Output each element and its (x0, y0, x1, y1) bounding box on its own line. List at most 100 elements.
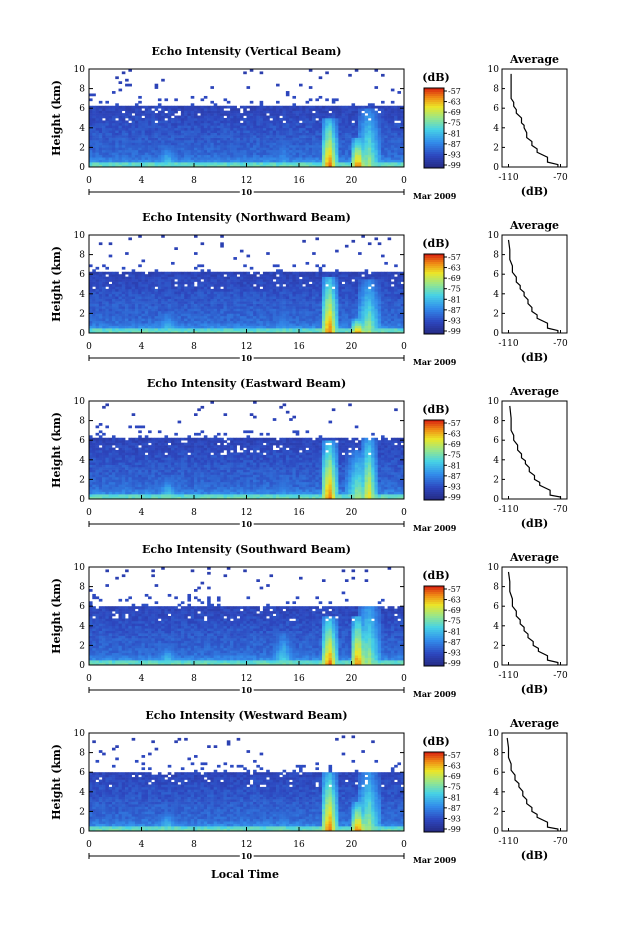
heatmap-cell (171, 313, 175, 316)
heatmap-cell (155, 145, 159, 148)
heatmap-cell (158, 103, 162, 106)
heatmap-cell (227, 318, 231, 321)
heatmap-cell (168, 279, 172, 282)
heatmap-cell (230, 162, 234, 165)
heatmap-cell (309, 130, 313, 133)
heatmap-cell (276, 311, 280, 314)
heatmap-cell (315, 289, 319, 292)
heatmap-cell (207, 269, 211, 272)
heatmap-cell (240, 150, 244, 153)
heatmap-cell (342, 318, 346, 321)
heatmap-cell (250, 125, 254, 128)
heatmap-cell (99, 311, 103, 314)
heatmap-cell (378, 294, 382, 297)
heatmap-cell (204, 113, 208, 116)
heatmap-cell (145, 123, 149, 126)
heatmap-cell (233, 135, 237, 138)
heatmap-cell (171, 106, 175, 109)
heatmap-cell (283, 272, 287, 275)
heatmap-cell (371, 118, 375, 121)
heatmap-cell (92, 140, 96, 143)
heatmap-cell (194, 118, 198, 121)
heatmap-cell (217, 299, 221, 302)
heatmap-cell (142, 150, 146, 153)
heatmap-cell (178, 328, 182, 331)
heatmap-cell (168, 155, 172, 158)
heatmap-cell (361, 150, 365, 153)
heatmap-cell (276, 326, 280, 329)
heatmap-cell (391, 301, 395, 304)
heatmap-cell (217, 145, 221, 148)
heatmap-cell (391, 143, 395, 146)
heatmap-cell (233, 277, 237, 280)
heatmap-cell (368, 106, 372, 109)
heatmap-cell (299, 326, 303, 329)
heatmap-cell (168, 152, 172, 155)
heatmap-cell (207, 328, 211, 331)
colorbar-segment (424, 96, 444, 98)
heatmap-cell (381, 140, 385, 143)
heatmap-cell (204, 152, 208, 155)
heatmap-cell (155, 128, 159, 131)
heatmap-cell (220, 289, 224, 292)
heatmap-cell (178, 277, 182, 280)
colorbar-segment (424, 104, 444, 106)
heatmap-cell (148, 150, 152, 153)
heatmap-cell (145, 296, 149, 299)
heatmap-cell (374, 321, 378, 324)
heatmap-cell (283, 309, 287, 312)
heatmap-cell (135, 284, 139, 287)
heatmap-cell (368, 279, 372, 282)
heatmap-cell (132, 269, 136, 272)
heatmap-cell (194, 133, 198, 136)
heatmap-cell (227, 277, 231, 280)
heatmap-cell (132, 318, 136, 321)
heatmap-cell (109, 118, 113, 121)
heatmap-cell (312, 299, 316, 302)
heatmap-cell (204, 328, 208, 331)
heatmap-cell (365, 318, 369, 321)
heatmap-cell (306, 155, 310, 158)
heatmap-cell (115, 321, 119, 324)
heatmap-cell (247, 272, 251, 275)
heatmap-cell (138, 306, 142, 309)
heatmap-cell (391, 123, 395, 126)
heatmap-cell (309, 274, 313, 277)
heatmap-cell (329, 147, 333, 150)
heatmap-cell (397, 316, 401, 319)
heatmap-cell (145, 294, 149, 297)
heatmap-cell (194, 106, 198, 109)
heatmap-cell (358, 140, 362, 143)
heatmap-cell (158, 274, 162, 277)
heatmap-cell (207, 304, 211, 307)
heatmap-cell (96, 282, 100, 285)
heatmap-cell (99, 296, 103, 299)
heatmap-cell (171, 123, 175, 126)
heatmap-cell (345, 140, 349, 143)
heatmap-cell (289, 128, 293, 131)
heatmap-cell (371, 128, 375, 131)
heatmap-cell (315, 160, 319, 163)
heatmap-cell (210, 147, 214, 150)
heatmap-cell (384, 106, 388, 109)
heatmap-cell (292, 277, 296, 280)
heatmap-cell (112, 309, 116, 312)
heatmap-cell (135, 145, 139, 148)
heatmap-cell (378, 128, 382, 131)
heatmap-cell (302, 145, 306, 148)
heatmap-cell (227, 282, 231, 285)
heatmap-cell (352, 143, 356, 146)
heatmap-cell (227, 316, 231, 319)
heatmap-cell (112, 299, 116, 302)
heatmap-cell (253, 274, 257, 277)
heatmap-cell (138, 150, 142, 153)
heatmap-cell (148, 155, 152, 158)
heatmap-cell (224, 98, 228, 101)
heatmap-cell (250, 313, 254, 316)
heatmap-cell (361, 116, 365, 119)
heatmap-cell (119, 304, 123, 307)
heatmap-cell (260, 130, 264, 133)
heatmap-cell (312, 274, 316, 277)
heatmap-cell (319, 150, 323, 153)
heatmap-cell (374, 299, 378, 302)
